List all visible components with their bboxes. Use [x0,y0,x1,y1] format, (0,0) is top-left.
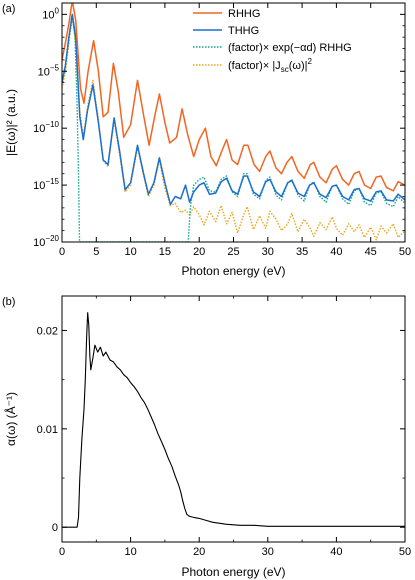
x-tick-label: 10 [124,246,136,258]
x-tick-label: 20 [193,246,205,258]
legend-entry: (factor)× exp(−αd) RHHG [228,42,352,54]
legend-label: RHHG [228,8,260,20]
y-tick-exponent: 0 [55,6,60,15]
y-tick-exponent: −5 [50,63,60,72]
y-tick-exponent: −20 [45,234,59,243]
panel-b-frame [61,295,406,543]
y-tick-exponent: −10 [45,120,59,129]
absorption-line [62,312,405,528]
series-line-3 [62,13,405,242]
y-tick-base: 10 [33,180,45,192]
legend-label: THHG [228,25,259,37]
y-tick-label: 0 [52,522,58,534]
y-tick-label: 0.02 [37,325,58,337]
y-axis-label-b: α(ω) (Å⁻¹) [3,392,18,446]
x-tick-label: 35 [296,246,308,258]
y-axis-label-a: |E(ω)|² (a.u.) [4,89,18,156]
x-tick-label: 0 [59,546,65,558]
y-tick-label: 10−10 [33,120,59,135]
legend-superscript: 2 [307,57,312,66]
panel-label-b: (b) [2,296,15,308]
x-tick-label: 30 [262,546,274,558]
x-tick-label: 40 [330,246,342,258]
y-tick-base: 10 [38,66,50,78]
x-axis-label-a: Photon energy (eV) [181,264,285,278]
legend-entry: (factor)× |Jsc(ω)|2 [228,57,312,74]
legend-subscript: sc [281,65,289,74]
x-tick-label: 50 [399,546,411,558]
x-tick-label: 0 [59,246,65,258]
x-tick-label: 40 [330,546,342,558]
panel-label-a: (a) [2,3,15,15]
series-line-2 [62,13,405,206]
x-axis-label-b: Photon energy (eV) [181,565,285,579]
legend-entry: RHHG [228,8,260,20]
y-tick-label: 100 [42,6,59,21]
x-tick-label: 15 [159,246,171,258]
x-tick-label: 5 [93,246,99,258]
x-tick-label: 10 [124,546,136,558]
series-line-1 [62,3,405,192]
x-tick-label: 20 [193,546,205,558]
y-tick-label: 10−5 [38,63,60,78]
y-tick-label: 10−20 [33,234,59,249]
y-tick-base: 10 [33,237,45,249]
y-tick-exponent: −15 [45,177,59,186]
series-line-4 [62,17,405,241]
legend-entry: THHG [228,25,259,37]
legend-label-rest: (ω)| [289,60,308,72]
legend-label: (factor)× |J [228,60,281,72]
x-tick-label: 50 [399,246,411,258]
x-tick-label: 25 [227,246,239,258]
y-tick-base: 10 [33,123,45,135]
y-tick-label: 10−15 [33,177,59,192]
x-tick-label: 30 [262,246,274,258]
legend-label: (factor)× exp(−αd) RHHG [228,42,352,54]
y-tick-base: 10 [42,9,54,21]
x-tick-label: 45 [365,246,377,258]
y-tick-label: 0.01 [37,424,58,436]
